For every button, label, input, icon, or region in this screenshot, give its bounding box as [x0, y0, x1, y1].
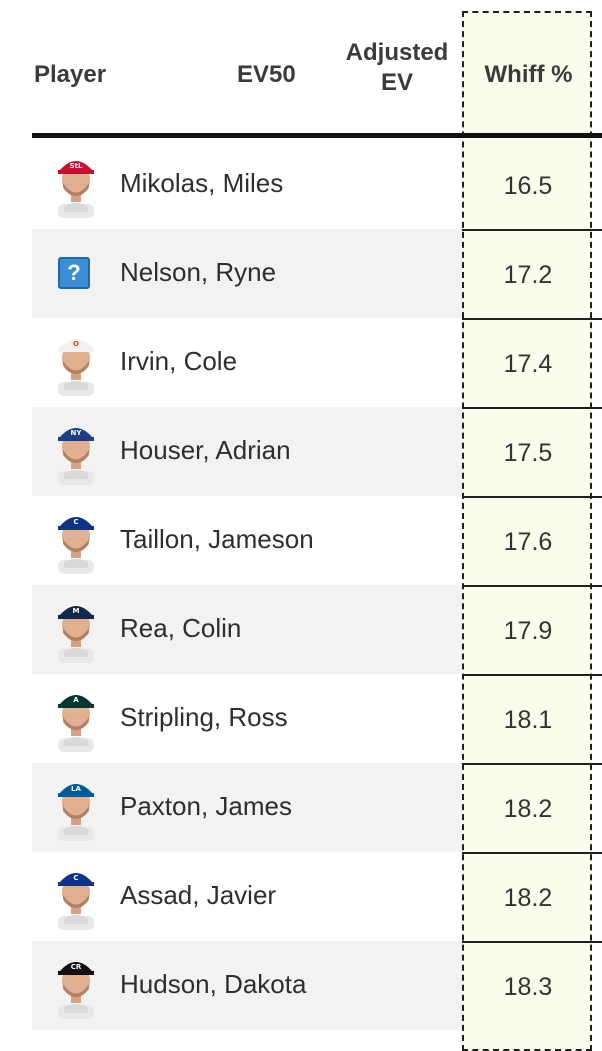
whiff-value: 18.2	[503, 884, 553, 912]
whiff-column-highlight	[462, 11, 592, 1051]
row-background	[32, 585, 462, 674]
svg-text:A: A	[73, 696, 79, 704]
row-separator	[462, 763, 602, 765]
column-header-ev50[interactable]: EV50	[237, 61, 296, 88]
whiff-value: 17.2	[503, 261, 553, 289]
avatar: StL	[52, 150, 100, 218]
row-separator	[462, 496, 602, 498]
column-header-adjusted-ev[interactable]: Adjusted EV	[344, 38, 450, 98]
row-background	[32, 229, 462, 318]
row-separator	[462, 852, 602, 854]
svg-text:StL: StL	[70, 162, 83, 170]
row-separator	[462, 585, 602, 587]
player-headshot-icon: O	[58, 339, 94, 396]
table-row[interactable]: O Irvin, Cole 17.4	[32, 318, 602, 407]
player-name-link[interactable]: Rea, Colin	[120, 613, 242, 643]
whiff-value: 17.9	[503, 617, 553, 645]
avatar: LA	[52, 773, 100, 841]
svg-text:C: C	[73, 518, 78, 526]
row-background	[32, 941, 462, 1030]
player-name-link[interactable]: Stripling, Ross	[120, 702, 288, 732]
row-separator	[462, 318, 602, 320]
table-row[interactable]: NY Houser, Adrian 17.5	[32, 407, 602, 496]
column-header-player[interactable]: Player	[34, 61, 107, 88]
avatar: C	[52, 862, 100, 930]
table-row[interactable]: CR Hudson, Dakota 18.3	[32, 941, 602, 1030]
player-name-link[interactable]: Taillon, Jameson	[120, 524, 314, 554]
avatar: M	[52, 595, 100, 663]
table-row[interactable]: C Assad, Javier 18.2	[32, 852, 602, 941]
whiff-value: 16.5	[503, 172, 553, 200]
whiff-value: 17.6	[503, 528, 553, 556]
row-separator	[462, 407, 602, 409]
header-divider	[32, 133, 602, 138]
row-separator	[462, 674, 602, 676]
whiff-value: 17.4	[503, 350, 553, 378]
whiff-value: 18.2	[503, 795, 553, 823]
table-row[interactable]: A Stripling, Ross 18.1	[32, 674, 602, 763]
player-name-link[interactable]: Nelson, Ryne	[120, 257, 277, 287]
avatar: O	[52, 328, 100, 396]
player-headshot-icon: C	[58, 517, 94, 574]
avatar: NY	[52, 417, 100, 485]
svg-text:M: M	[73, 607, 80, 615]
whiff-value: 18.1	[503, 706, 553, 734]
player-name-link[interactable]: Paxton, James	[120, 791, 292, 821]
player-headshot-icon: LA	[58, 784, 94, 841]
player-name-link[interactable]: Assad, Javier	[120, 880, 277, 910]
row-separator	[462, 229, 602, 231]
table-row[interactable]: StL Mikolas, Miles 16.5	[32, 140, 602, 229]
svg-text:CR: CR	[71, 963, 82, 971]
row-separator	[462, 941, 602, 943]
svg-text:C: C	[73, 874, 78, 882]
unknown-player-icon: ?	[58, 257, 90, 289]
column-header-whiff[interactable]: Whiff %	[484, 61, 573, 88]
player-headshot-icon: C	[58, 873, 94, 930]
avatar: C	[52, 506, 100, 574]
player-name-link[interactable]: Mikolas, Miles	[120, 168, 284, 198]
player-headshot-icon: A	[58, 695, 94, 752]
whiff-value: 18.3	[503, 973, 553, 1001]
player-name-link[interactable]: Irvin, Cole	[120, 346, 238, 376]
player-name-link[interactable]: Houser, Adrian	[120, 435, 291, 465]
svg-text:NY: NY	[71, 429, 83, 437]
player-headshot-icon: M	[58, 606, 94, 663]
table-row[interactable]: M Rea, Colin 17.9	[32, 585, 602, 674]
table-row[interactable]: C Taillon, Jameson 17.6	[32, 496, 602, 585]
avatar: CR	[52, 951, 100, 1019]
row-background	[32, 407, 462, 496]
adjusted-ev-line2: EV	[380, 69, 413, 96]
svg-text:LA: LA	[71, 785, 81, 793]
table-row[interactable]: ? Nelson, Ryne 17.2	[32, 229, 602, 318]
whiff-value: 17.5	[503, 439, 553, 467]
player-headshot-icon: StL	[58, 161, 94, 218]
player-table-body: StL Mikolas, Miles 16.5? Nelson, Ryne 17.2 O I…	[32, 140, 602, 1030]
svg-text:O: O	[73, 340, 79, 348]
player-headshot-icon: NY	[58, 428, 94, 485]
row-background	[32, 763, 462, 852]
avatar: A	[52, 684, 100, 752]
player-name-link[interactable]: Hudson, Dakota	[120, 969, 307, 999]
adjusted-ev-line1: Adjusted	[345, 39, 449, 66]
table-row[interactable]: LA Paxton, James 18.2	[32, 763, 602, 852]
player-headshot-icon: CR	[58, 962, 94, 1019]
